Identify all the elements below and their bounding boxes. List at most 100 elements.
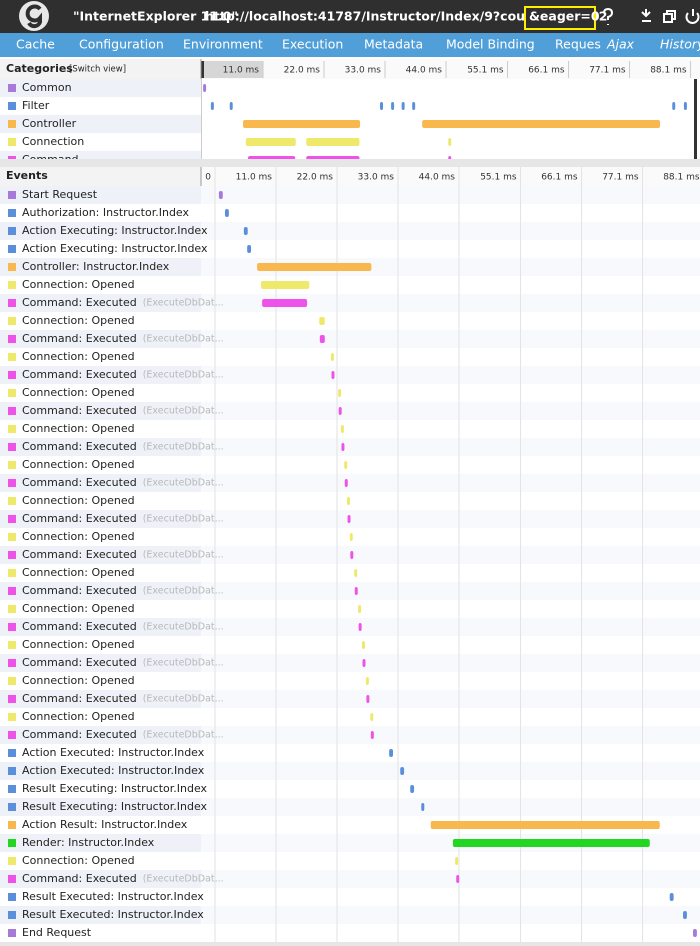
tab[interactable]: Configuration: [79, 37, 164, 52]
lane-label[interactable]: Common: [22, 81, 72, 94]
event-label[interactable]: Command: Executed: [22, 692, 137, 705]
event-bar[interactable]: [262, 299, 308, 307]
event-label[interactable]: Connection: Opened: [22, 386, 135, 399]
event-label[interactable]: Command: Executed: [22, 404, 137, 417]
event-label[interactable]: Connection: Opened: [22, 278, 135, 291]
tab[interactable]: Ajax: [606, 37, 635, 52]
event-bar[interactable]: [362, 659, 366, 667]
event-label[interactable]: Connection: Opened: [22, 566, 135, 579]
event-label[interactable]: Command: Executed: [22, 476, 137, 489]
event-bar[interactable]: [319, 335, 325, 343]
event-bar[interactable]: [430, 821, 660, 829]
event-label[interactable]: Result Executed: Instructor.Index: [22, 890, 204, 903]
event-bar[interactable]: [361, 641, 365, 649]
splitter[interactable]: [0, 159, 700, 167]
event-label[interactable]: Connection: Opened: [22, 530, 135, 543]
event-label[interactable]: Start Request: [22, 188, 98, 201]
event-bar[interactable]: [261, 281, 310, 289]
event-label[interactable]: Connection: Opened: [22, 422, 135, 435]
event-label[interactable]: Command: Executed: [22, 440, 137, 453]
event-label[interactable]: Connection: Opened: [22, 854, 135, 867]
tab[interactable]: Reques: [555, 37, 601, 52]
event-bar[interactable]: [330, 353, 334, 361]
event-bar[interactable]: [452, 839, 650, 847]
event-label[interactable]: Connection: Opened: [22, 314, 135, 327]
overview-selection[interactable]: [203, 61, 263, 78]
tab[interactable]: Model Binding: [446, 37, 535, 52]
event-bar[interactable]: [346, 497, 350, 505]
event-label[interactable]: Connection: Opened: [22, 602, 135, 615]
tab[interactable]: Environment: [183, 37, 263, 52]
event-bar[interactable]: [338, 407, 342, 415]
event-label[interactable]: Render: Instructor.Index: [22, 836, 155, 849]
help-icon[interactable]: [603, 7, 614, 25]
event-bar[interactable]: [354, 569, 358, 577]
event-label[interactable]: Action Executed: Instructor.Index: [22, 764, 205, 777]
event-bar[interactable]: [421, 803, 425, 811]
popout-icon[interactable]: [641, 9, 651, 22]
event-label[interactable]: Action Executing: Instructor.Index: [22, 242, 208, 255]
event-bar[interactable]: [410, 785, 415, 793]
lane-label[interactable]: Controller: [22, 117, 77, 130]
event-bar[interactable]: [257, 263, 372, 271]
tab[interactable]: Cache: [16, 37, 55, 52]
power-icon[interactable]: [685, 9, 700, 24]
event-bar[interactable]: [344, 479, 348, 487]
event-bar[interactable]: [370, 731, 374, 739]
event-bar[interactable]: [456, 875, 460, 883]
event-label[interactable]: Command: Executed: [22, 548, 137, 561]
event-bar[interactable]: [389, 749, 394, 757]
event-label[interactable]: Command: Executed: [22, 656, 137, 669]
event-bar[interactable]: [319, 317, 325, 325]
event-bar[interactable]: [683, 911, 687, 919]
event-bar[interactable]: [344, 461, 348, 469]
event-label[interactable]: Command: Executed: [22, 584, 137, 597]
tab[interactable]: Execution: [282, 37, 343, 52]
event-bar[interactable]: [224, 209, 229, 217]
event-label[interactable]: Connection: Opened: [22, 638, 135, 651]
event-label[interactable]: Command: Executed: [22, 728, 137, 741]
event-label[interactable]: Result Executing: Instructor.Index: [22, 782, 208, 795]
event-bar[interactable]: [338, 389, 342, 397]
event-bar[interactable]: [331, 371, 335, 379]
event-label[interactable]: Command: Executed: [22, 872, 137, 885]
event-label[interactable]: Connection: Opened: [22, 674, 135, 687]
event-label[interactable]: Connection: Opened: [22, 494, 135, 507]
lane-label[interactable]: Connection: [22, 135, 84, 148]
event-bar[interactable]: [370, 713, 374, 721]
event-bar[interactable]: [347, 515, 351, 523]
event-bar[interactable]: [218, 191, 223, 199]
event-label[interactable]: Command: Executed: [22, 512, 137, 525]
event-bar[interactable]: [247, 245, 252, 253]
event-label[interactable]: Authorization: Instructor.Index: [22, 206, 190, 219]
event-bar[interactable]: [693, 929, 697, 937]
event-bar[interactable]: [358, 623, 362, 631]
event-label[interactable]: Controller: Instructor.Index: [22, 260, 170, 273]
selection-handle[interactable]: [694, 79, 697, 159]
event-label[interactable]: Result Executing: Instructor.Index: [22, 800, 208, 813]
event-bar[interactable]: [400, 767, 405, 775]
event-label[interactable]: End Request: [22, 926, 92, 939]
event-label[interactable]: Command: Executed: [22, 332, 137, 345]
event-bar[interactable]: [366, 695, 370, 703]
event-label[interactable]: Connection: Opened: [22, 350, 135, 363]
window-icon[interactable]: [663, 10, 676, 23]
switch-view[interactable]: [Switch view]: [69, 65, 126, 75]
event-bar[interactable]: [358, 605, 362, 613]
event-label[interactable]: Command: Executed: [22, 620, 137, 633]
event-bar[interactable]: [669, 893, 674, 901]
event-bar[interactable]: [365, 677, 369, 685]
event-bar[interactable]: [455, 857, 459, 865]
event-label[interactable]: Action Executing: Instructor.Index: [22, 224, 208, 237]
lane-label[interactable]: Filter: [22, 99, 50, 112]
event-label[interactable]: Action Executed: Instructor.Index: [22, 746, 205, 759]
event-label[interactable]: Command: Executed: [22, 296, 137, 309]
event-bar[interactable]: [243, 227, 248, 235]
event-label[interactable]: Result Executed: Instructor.Index: [22, 908, 204, 921]
selection-handle[interactable]: [201, 61, 204, 78]
event-label[interactable]: Connection: Opened: [22, 710, 135, 723]
event-bar[interactable]: [350, 551, 354, 559]
event-bar[interactable]: [341, 443, 345, 451]
event-bar[interactable]: [349, 533, 353, 541]
event-bar[interactable]: [354, 587, 358, 595]
